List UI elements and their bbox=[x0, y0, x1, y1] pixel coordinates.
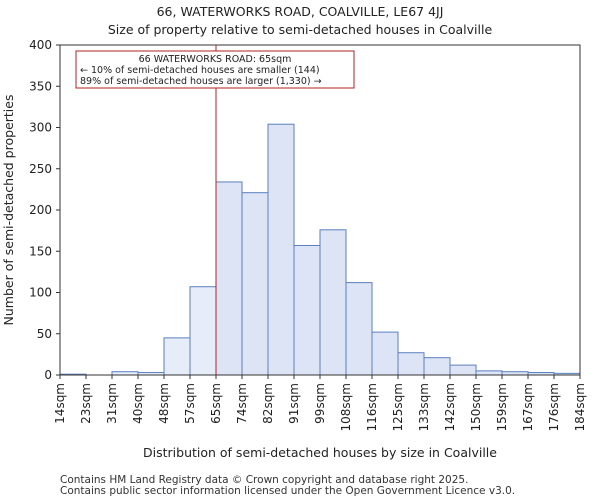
y-axis-label: Number of semi-detached properties bbox=[1, 95, 16, 326]
x-tick-label: 14sqm bbox=[53, 383, 67, 424]
plot-frame bbox=[59, 44, 581, 376]
annotation-frame bbox=[75, 50, 355, 89]
bar-99sqm bbox=[319, 229, 347, 376]
bar-48sqm bbox=[163, 337, 191, 376]
x-tick-label: 48sqm bbox=[157, 383, 171, 424]
x-tick-label: 82sqm bbox=[261, 383, 275, 424]
x-tick-label: 133sqm bbox=[417, 383, 431, 431]
x-tick-label: 65sqm bbox=[209, 383, 223, 424]
y-tick-label: 350 bbox=[29, 79, 52, 93]
y-tick-label: 150 bbox=[29, 244, 52, 258]
x-tick-label: 176sqm bbox=[547, 383, 561, 431]
bar-57sqm bbox=[189, 286, 217, 376]
x-tick-label: 23sqm bbox=[79, 383, 93, 424]
bar-142sqm bbox=[449, 364, 477, 376]
x-tick-label: 125sqm bbox=[391, 383, 405, 431]
x-tick-label: 57sqm bbox=[183, 383, 197, 424]
x-tick-label: 91sqm bbox=[287, 383, 301, 424]
annotation-line-3: 89% of semi-detached houses are larger (… bbox=[80, 76, 322, 87]
x-tick-label: 99sqm bbox=[313, 383, 327, 424]
x-axis-label: Distribution of semi-detached houses by … bbox=[143, 445, 497, 460]
x-ticks-group: 14sqm 23sqm 31sqm 40sqm 48sqm 57sqm 65sqm 74sqm… bbox=[53, 375, 587, 431]
bar-116sqm bbox=[371, 331, 399, 376]
annotation-line-2: ← 10% of semi-detached houses are smalle… bbox=[80, 65, 320, 76]
x-tick-label: 31sqm bbox=[105, 383, 119, 424]
y-tick-label: 100 bbox=[29, 286, 52, 300]
x-tick-label: 116sqm bbox=[365, 383, 379, 431]
bar-65sqm bbox=[215, 181, 243, 376]
x-tick-label: 40sqm bbox=[131, 383, 145, 424]
y-tick-label: 0 bbox=[44, 368, 52, 382]
bar-150sqm bbox=[475, 370, 503, 376]
bars-group bbox=[59, 123, 581, 376]
y-tick-label: 50 bbox=[37, 327, 52, 341]
chart-title: 66, WATERWORKS ROAD, COALVILLE, LE67 4JJ bbox=[156, 4, 444, 19]
footer-line-1: Contains HM Land Registry data © Crown c… bbox=[60, 474, 469, 486]
bar-74sqm bbox=[241, 192, 269, 376]
bar-91sqm bbox=[293, 244, 321, 376]
x-tick-label: 184sqm bbox=[573, 383, 587, 431]
x-tick-label: 150sqm bbox=[469, 383, 483, 431]
x-tick-label: 108sqm bbox=[339, 383, 353, 431]
footer-line-2: Contains public sector information licen… bbox=[60, 485, 516, 497]
y-tick-label: 200 bbox=[29, 203, 52, 217]
x-tick-label: 167sqm bbox=[521, 383, 535, 431]
annotation-line-1: 66 WATERWORKS ROAD: 65sqm bbox=[139, 54, 292, 65]
bar-82sqm bbox=[267, 123, 295, 376]
x-tick-label: 74sqm bbox=[235, 383, 249, 424]
x-tick-label: 159sqm bbox=[495, 383, 509, 431]
bar-125sqm bbox=[397, 352, 425, 376]
x-tick-label: 142sqm bbox=[443, 383, 457, 431]
y-tick-label: 400 bbox=[29, 38, 52, 52]
y-tick-label: 250 bbox=[29, 162, 52, 176]
chart-subtitle: Size of property relative to semi-detach… bbox=[107, 22, 493, 37]
annotation-box: 66 WATERWORKS ROAD: 65sqm ← 10% of semi-… bbox=[75, 50, 355, 89]
y-ticks-group: 0 50 100 150 200 250 300 350 400 bbox=[29, 38, 60, 382]
y-tick-label: 300 bbox=[29, 121, 52, 135]
bar-133sqm bbox=[423, 357, 451, 376]
bar-108sqm bbox=[345, 282, 373, 376]
